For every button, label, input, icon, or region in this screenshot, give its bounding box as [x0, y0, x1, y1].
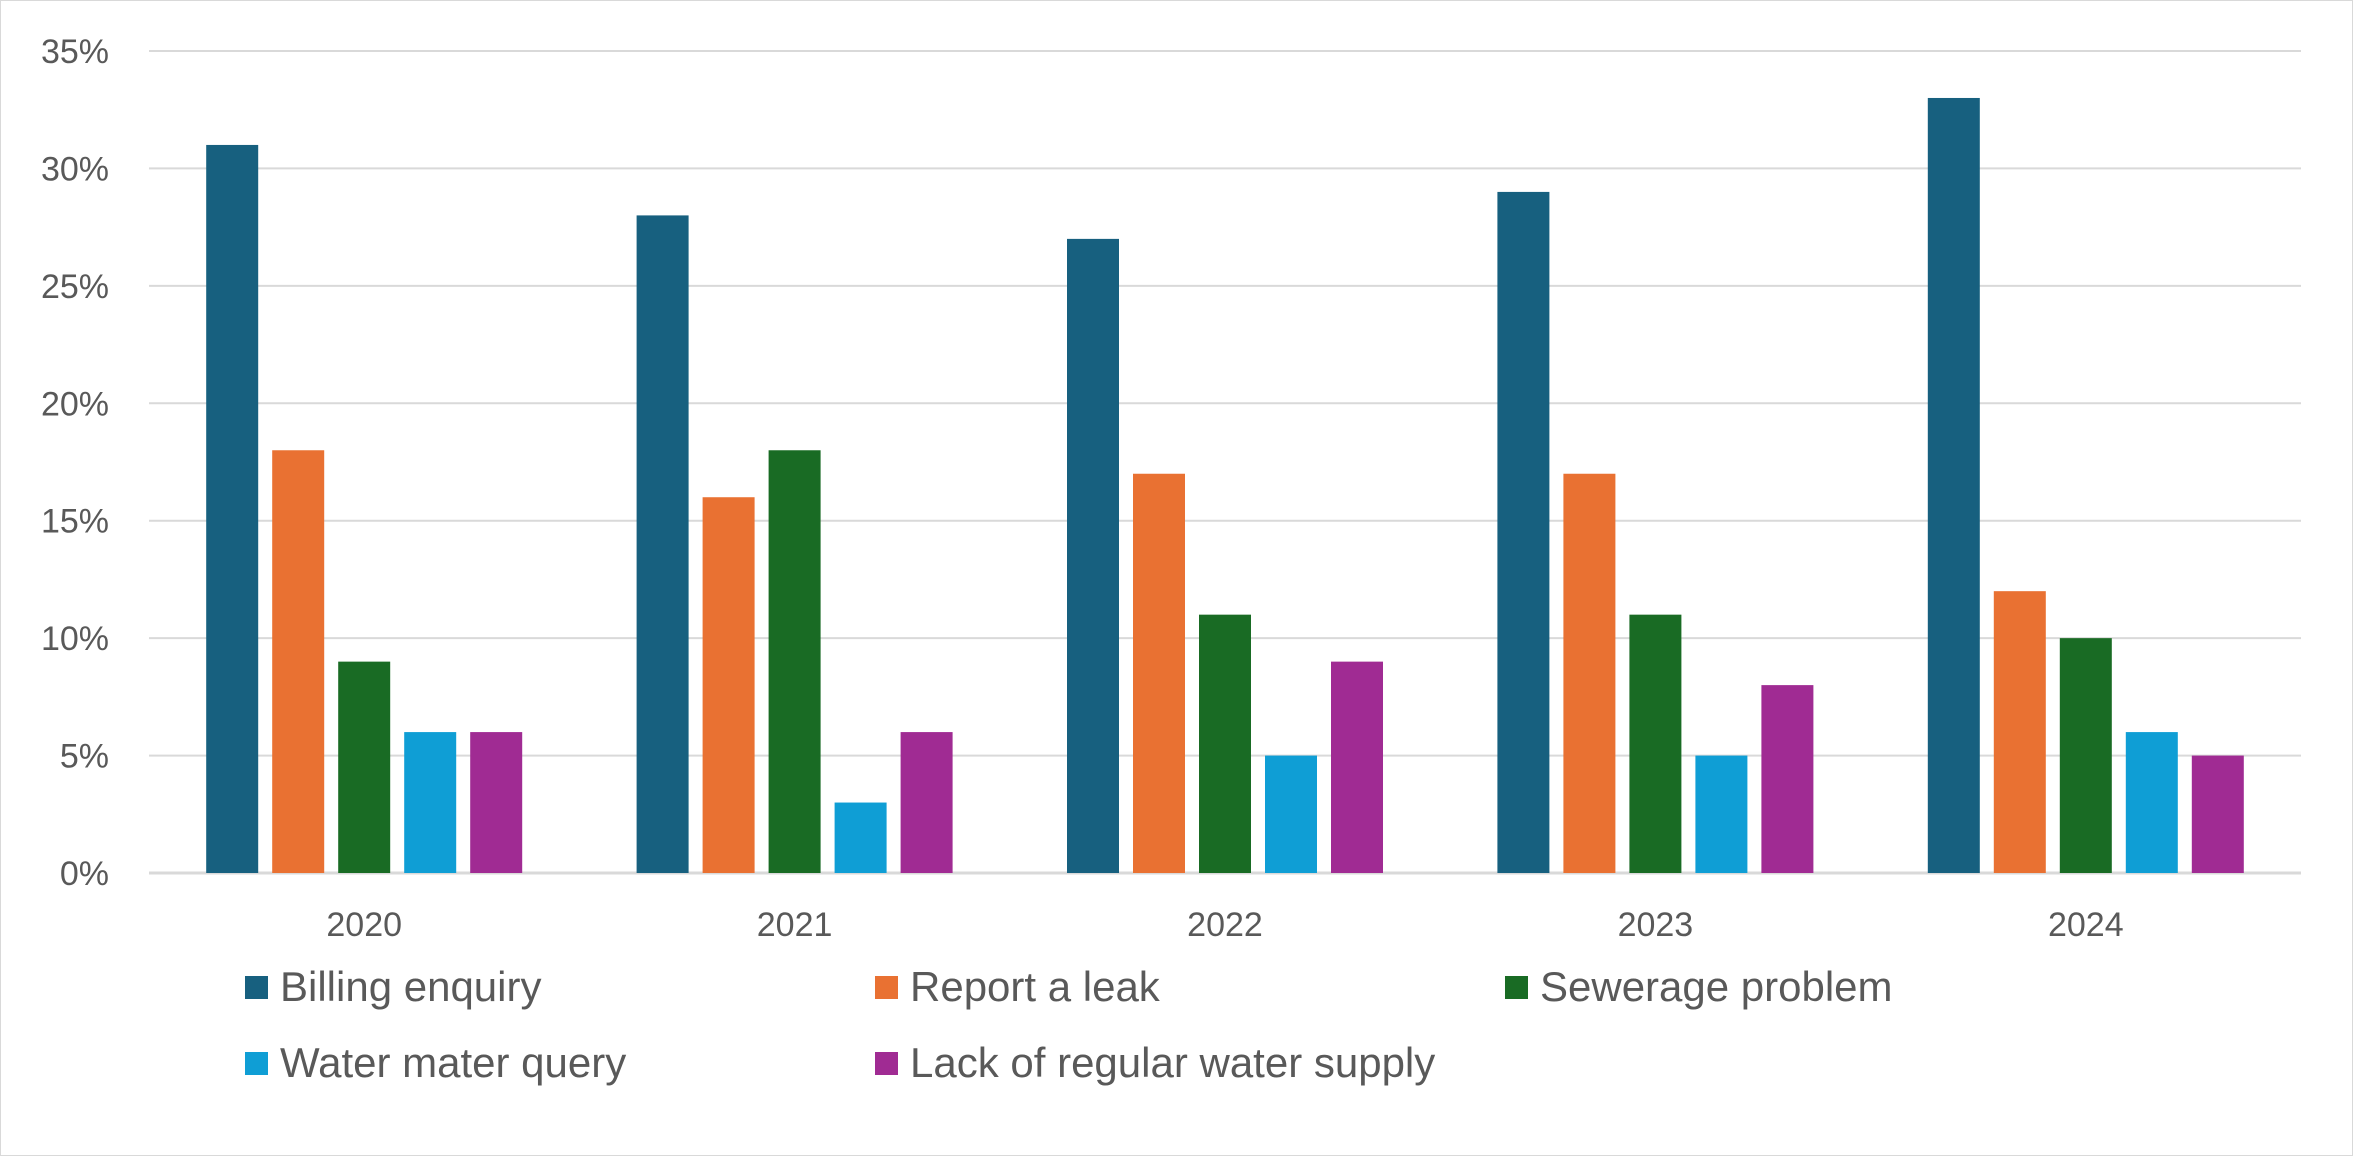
y-axis-ticks: 0% 5% 10% 15% 20% 25% 30% 35%	[41, 33, 109, 893]
bar-report-a-leak-2024	[1993, 591, 2046, 873]
bar-water-mater-query-2021	[834, 802, 887, 873]
y-tick-label: 10%	[41, 620, 109, 658]
bar-billing-enquiry-2024	[1927, 97, 1980, 873]
x-tick-label: 2023	[1618, 906, 1694, 944]
bar-sewerage-problem-2024	[2059, 638, 2112, 873]
bar-lack-of-regular-water-supply-2022	[1331, 661, 1383, 873]
y-tick-label: 25%	[41, 268, 109, 306]
bar-report-a-leak-2022	[1133, 473, 1185, 873]
bar-billing-enquiry-2021	[636, 215, 689, 873]
x-axis-ticks: 2020 2021 2022 2023 2024	[326, 906, 2123, 944]
y-tick-label: 5%	[60, 738, 109, 776]
bars	[206, 97, 2244, 873]
bar-billing-enquiry-2020	[206, 144, 259, 873]
y-tick-label: 15%	[41, 503, 109, 541]
bar-water-mater-query-2024	[2125, 732, 2178, 873]
bar-sewerage-problem-2023	[1629, 614, 1682, 873]
bar-lack-of-regular-water-supply-2020	[470, 732, 523, 873]
bar-lack-of-regular-water-supply-2021	[900, 732, 953, 873]
bar-lack-of-regular-water-supply-2023	[1761, 685, 1814, 873]
bar-sewerage-problem-2021	[768, 450, 821, 873]
bar-billing-enquiry-2022	[1067, 238, 1119, 873]
y-tick-label: 0%	[60, 855, 109, 893]
bar-sewerage-problem-2022	[1199, 614, 1251, 873]
bar-billing-enquiry-2023	[1497, 191, 1550, 873]
y-tick-label: 20%	[41, 385, 109, 423]
x-tick-label: 2024	[2048, 906, 2124, 944]
bar-water-mater-query-2023	[1695, 755, 1748, 873]
bar-water-mater-query-2020	[404, 732, 457, 873]
y-tick-label: 35%	[41, 33, 109, 71]
y-tick-label: 30%	[41, 150, 109, 188]
bar-sewerage-problem-2020	[338, 661, 391, 873]
x-tick-label: 2020	[326, 906, 402, 944]
bar-lack-of-regular-water-supply-2024	[2191, 755, 2244, 873]
x-tick-label: 2021	[757, 906, 833, 944]
bar-report-a-leak-2023	[1563, 473, 1616, 873]
x-tick-label: 2022	[1187, 906, 1263, 944]
bar-report-a-leak-2021	[702, 497, 755, 873]
bar-report-a-leak-2020	[272, 450, 325, 873]
bar-water-mater-query-2022	[1265, 755, 1317, 873]
